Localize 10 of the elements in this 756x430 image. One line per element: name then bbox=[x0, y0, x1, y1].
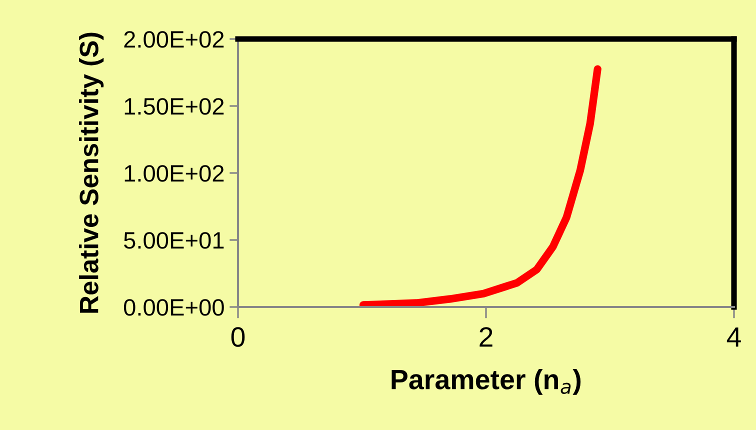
x-tick-label: 2 bbox=[480, 327, 492, 347]
x-axis-title: Parameter (n$_{a}$) bbox=[392, 369, 581, 395]
y-tick-label: 5.00E+01 bbox=[124, 232, 224, 249]
x-tick-label: 0 bbox=[231, 327, 245, 347]
y-tick-label: 1.50E+02 bbox=[124, 98, 224, 115]
y-tick-label: 1.00E+02 bbox=[124, 165, 224, 182]
y-axis-title: Relative Sensitivity (S) bbox=[79, 32, 104, 313]
x-tick-label: 4 bbox=[726, 327, 741, 347]
y-tick-label: 0.00E+00 bbox=[124, 299, 224, 316]
y-tick-label: 2.00E+02 bbox=[124, 31, 224, 48]
